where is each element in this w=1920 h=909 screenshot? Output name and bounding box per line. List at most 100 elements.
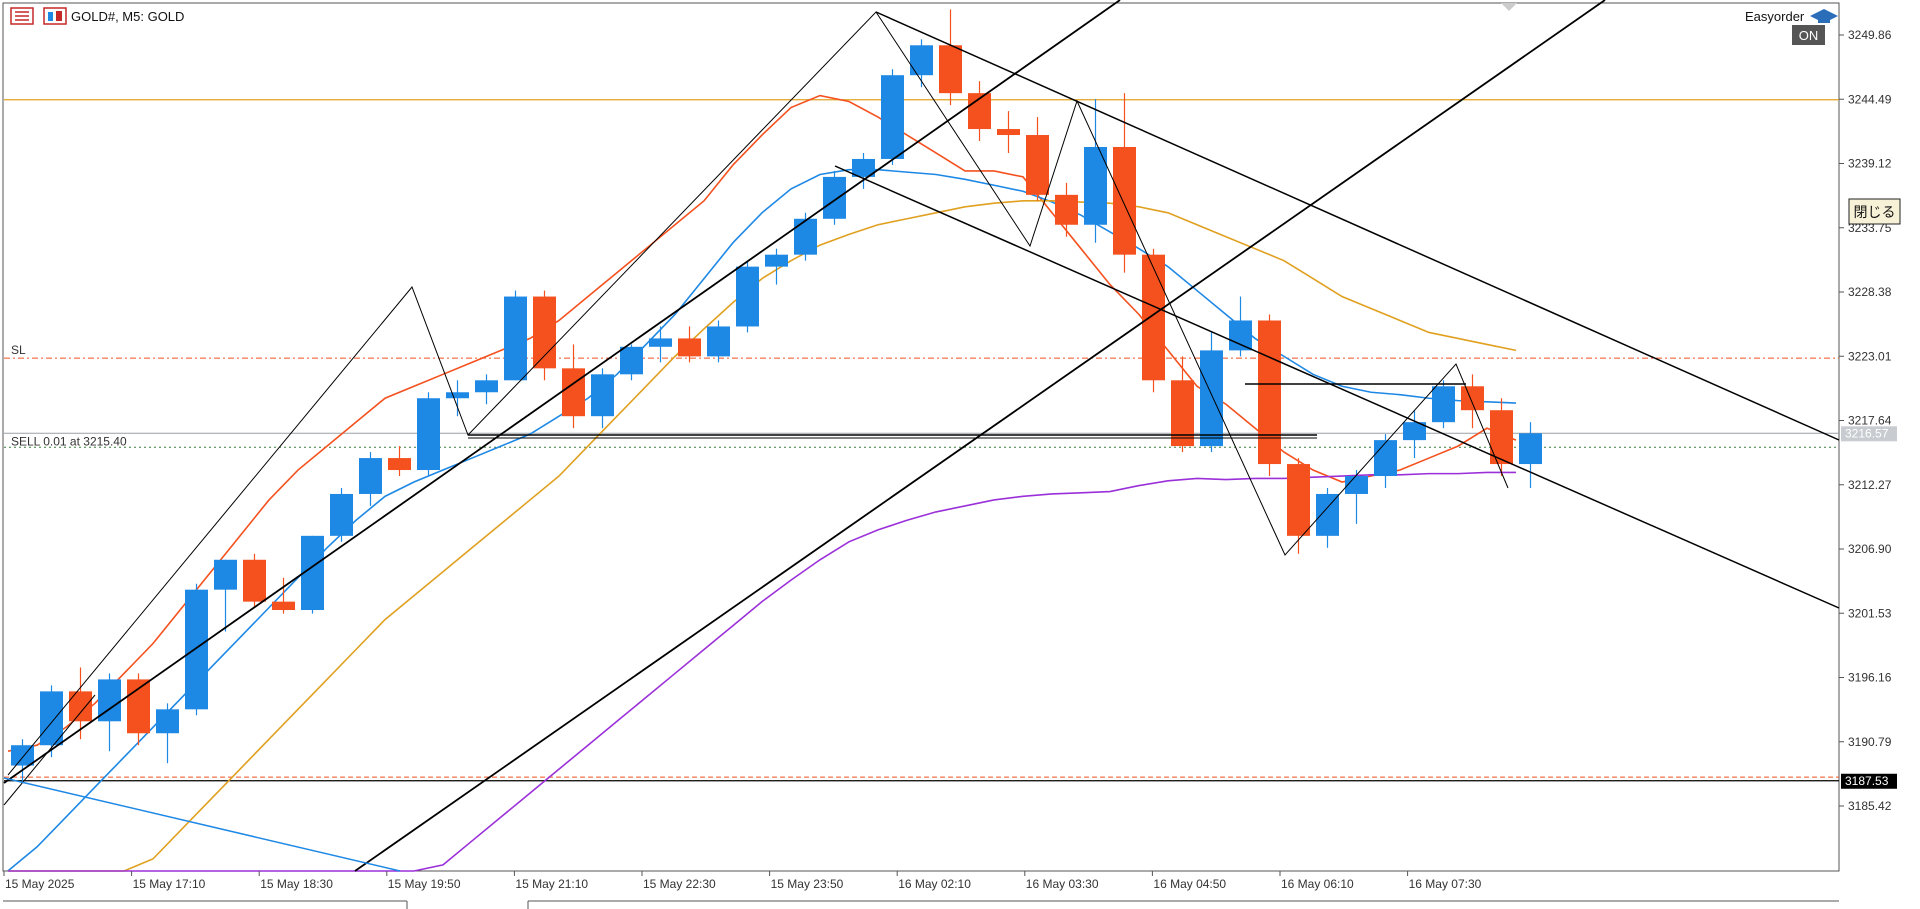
candles — [11, 9, 1542, 782]
candle-bull — [504, 296, 527, 381]
scroll-marker — [1501, 3, 1517, 11]
ea-on-button-bg[interactable] — [1792, 25, 1825, 45]
price-tick-label: 3190.79 — [1848, 735, 1892, 749]
candle-bull — [330, 493, 353, 536]
candle-bull — [765, 254, 788, 267]
price-axis: 3249.863244.493239.123233.753228.383223.… — [1839, 28, 1892, 813]
candle-bear — [69, 691, 92, 722]
candle-bull — [1229, 320, 1252, 351]
candle-bull — [794, 218, 817, 255]
candle-bull — [301, 535, 324, 611]
bid-price-tag: 3216.57 — [1845, 426, 1889, 440]
time-tick-label: 15 May 17:10 — [133, 877, 206, 891]
candle-bull — [823, 176, 846, 219]
candle-bull — [881, 75, 904, 159]
time-tick-label: 16 May 06:10 — [1281, 877, 1354, 891]
candle-bull — [1345, 476, 1368, 494]
candle-bear — [388, 458, 411, 471]
zigzag[interactable] — [7, 11, 1509, 776]
candle-bull — [1084, 146, 1107, 225]
price-tick-label: 3217.64 — [1848, 414, 1892, 428]
time-tick-label: 16 May 07:30 — [1409, 877, 1482, 891]
candle-bear — [127, 679, 150, 734]
time-tick-label: 15 May 22:30 — [643, 877, 716, 891]
candle-bear — [1490, 410, 1513, 465]
scrollbar-tabs[interactable] — [3, 900, 1839, 909]
candle-bull — [736, 266, 759, 327]
support-price-tag: 3187.53 — [1845, 774, 1889, 788]
time-tick-label: 15 May 2025 — [5, 877, 75, 891]
candle-bear — [1171, 380, 1194, 447]
candle-bull — [359, 458, 382, 494]
ea-name: Easyorder — [1745, 9, 1805, 24]
candle-bear — [272, 601, 295, 611]
sell-order-label: SELL 0.01 at 3215.40 — [11, 434, 127, 448]
candle-bull — [910, 45, 933, 76]
time-tick-label: 15 May 23:50 — [771, 877, 844, 891]
candle-bull — [707, 326, 730, 357]
candle-bear — [1055, 194, 1078, 225]
candle-bear — [678, 338, 701, 357]
price-tick-label: 3249.86 — [1848, 28, 1892, 42]
time-tick-label: 16 May 04:50 — [1153, 877, 1226, 891]
candle-bull — [156, 709, 179, 734]
close-button[interactable]: 閉じる — [1854, 204, 1896, 220]
down-channel-upper[interactable] — [875, 11, 1840, 441]
candle-bull — [417, 398, 440, 471]
time-tick-label: 15 May 18:30 — [260, 877, 333, 891]
ma-fast-line — [7, 94, 1517, 752]
candle-bear — [1142, 254, 1165, 381]
candle-bull — [98, 679, 121, 722]
price-tick-label: 3201.53 — [1848, 606, 1892, 620]
candle-bull — [214, 559, 237, 590]
candle-bull — [591, 374, 614, 417]
chart-type-icon[interactable] — [43, 7, 67, 25]
price-tick-label: 3244.49 — [1848, 92, 1892, 106]
ma-slow-line — [8, 200, 1517, 872]
candle-bull — [1200, 350, 1223, 447]
candle-bear — [562, 368, 585, 417]
price-tick-label: 3206.90 — [1848, 542, 1892, 556]
candle-bull — [649, 338, 672, 347]
time-axis: 15 May 2025 15 May 17:10 15 May 18:30 15 Ma… — [3, 871, 1482, 891]
price-tick-label: 3212.27 — [1848, 478, 1892, 492]
time-tick-label: 16 May 03:30 — [1026, 877, 1099, 891]
candle-bull — [620, 346, 643, 375]
price-tick-label: 3228.38 — [1848, 285, 1892, 299]
price-tick-label: 3239.12 — [1848, 157, 1892, 171]
candle-bull — [852, 158, 875, 177]
candle-bear — [243, 559, 266, 602]
time-tick-label: 15 May 21:10 — [515, 877, 588, 891]
down-channel-lower[interactable] — [834, 165, 1840, 609]
price-tick-label: 3196.16 — [1848, 671, 1892, 685]
candle-bull — [1403, 422, 1426, 441]
candle-bull — [1316, 493, 1339, 536]
sl-label: SL — [11, 343, 26, 357]
time-tick-label: 15 May 19:50 — [388, 877, 461, 891]
support-price-tag-bg — [1841, 773, 1897, 789]
price-tick-label: 3223.01 — [1848, 349, 1892, 363]
drawing-objects[interactable] — [3, 0, 1840, 872]
candle-bear — [1026, 135, 1049, 195]
candle-bull — [40, 691, 63, 746]
close-button-bg[interactable] — [1848, 198, 1901, 225]
blue-trendline[interactable] — [3, 777, 401, 872]
candle-bear — [1287, 464, 1310, 536]
chart-menu-icon[interactable] — [10, 7, 34, 25]
candle-bull — [185, 589, 208, 710]
candle-bull — [475, 380, 498, 393]
candle-bear — [997, 129, 1020, 136]
candle-bear — [1113, 146, 1136, 255]
price-tick-label: 3185.42 — [1848, 799, 1892, 813]
chart-border — [2, 2, 1840, 872]
candle-bull — [1374, 440, 1397, 477]
ea-on-button[interactable]: ON — [1799, 28, 1819, 43]
zigzag-left-leg[interactable] — [3, 694, 96, 806]
candle-bull — [446, 392, 469, 399]
trend-channel-upper[interactable] — [3, 0, 1121, 784]
candle-bear — [1258, 320, 1281, 465]
bid-price-tag-bg — [1841, 426, 1897, 442]
candle-bear — [1461, 386, 1484, 411]
candle-bear — [939, 45, 962, 94]
